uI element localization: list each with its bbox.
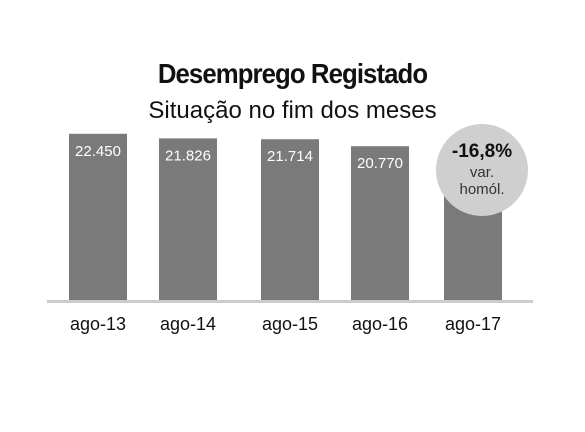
bar-ago-16 [351, 146, 409, 300]
chart-title: Desemprego Registado [157, 58, 428, 89]
bar-ago-14 [159, 138, 217, 300]
x-axis-ticks: ago-13 ago-14 ago-15 ago-16 ago-17 [70, 314, 501, 334]
bar-value-label: 21.826 [165, 147, 211, 164]
x-tick-label: ago-17 [445, 314, 501, 334]
bar-ago-13 [69, 133, 127, 300]
x-tick-label: ago-13 [70, 314, 126, 334]
bar-value-label: 22.450 [75, 143, 121, 160]
variation-badge: -16,8% var. homól. [436, 124, 528, 216]
x-tick-label: ago-16 [352, 314, 408, 334]
chart-subtitle: Situação no fim dos meses [148, 97, 437, 124]
bar-ago-15 [261, 139, 319, 300]
variation-value: -16,8% [452, 141, 512, 162]
variation-label-line2: homól. [459, 181, 504, 198]
bar-value-label: 21.714 [267, 148, 313, 165]
x-tick-label: ago-15 [262, 314, 318, 334]
x-tick-label: ago-14 [160, 314, 216, 334]
variation-circle [436, 124, 528, 216]
bar-value-label: 20.770 [357, 155, 403, 172]
variation-label-line1: var. [470, 164, 494, 181]
